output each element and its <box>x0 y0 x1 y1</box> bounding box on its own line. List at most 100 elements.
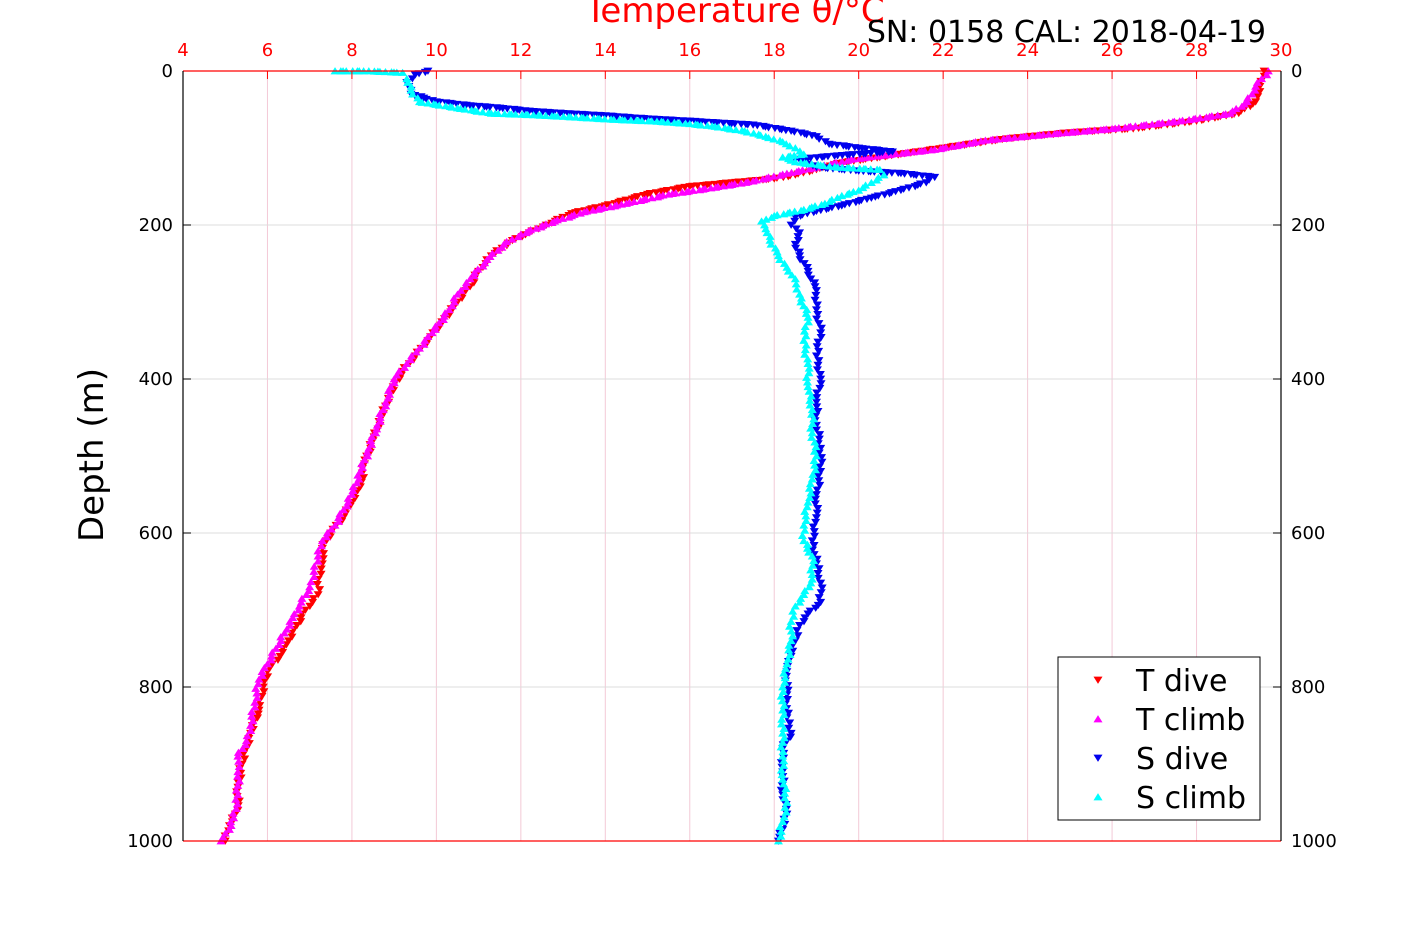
data-point <box>807 570 817 578</box>
data-point <box>816 329 826 337</box>
data-point <box>776 786 786 795</box>
data-point <box>897 149 907 157</box>
y-tick-label-right: 0 <box>1291 61 1302 82</box>
y-axis-label: Depth (m) <box>72 368 112 542</box>
data-point <box>816 334 826 342</box>
data-point <box>803 610 813 618</box>
data-point <box>800 345 810 354</box>
data-point <box>811 287 821 295</box>
data-point <box>1247 90 1257 98</box>
data-point <box>799 536 809 545</box>
data-point <box>816 444 826 453</box>
data-point <box>247 712 257 720</box>
data-point <box>783 655 793 663</box>
data-point <box>252 689 262 697</box>
data-point <box>976 137 986 145</box>
data-point <box>677 188 687 196</box>
data-point <box>807 429 817 437</box>
data-point <box>305 583 315 591</box>
data-point <box>725 125 735 133</box>
data-point <box>1164 118 1174 126</box>
data-point <box>812 301 822 309</box>
data-point <box>811 352 821 360</box>
data-point <box>811 442 821 451</box>
data-point <box>367 432 377 441</box>
data-point <box>825 197 835 205</box>
data-point <box>758 175 768 183</box>
data-point <box>485 103 495 112</box>
data-point <box>313 591 323 599</box>
data-point <box>786 221 796 229</box>
data-point <box>811 306 821 314</box>
data-markers <box>216 67 1273 845</box>
data-point <box>855 154 865 162</box>
data-point <box>802 263 812 272</box>
data-point <box>783 695 793 704</box>
data-point <box>696 121 706 129</box>
data-point <box>381 398 391 406</box>
chart-title: Temperature θ/°C <box>584 0 884 31</box>
data-point <box>651 189 661 197</box>
data-point <box>909 148 919 156</box>
data-point <box>806 424 816 432</box>
data-point <box>814 565 824 573</box>
data-point <box>663 118 673 126</box>
data-point <box>800 614 810 622</box>
x-tick-label: 6 <box>262 40 273 61</box>
data-point <box>797 531 807 539</box>
data-point <box>266 652 276 660</box>
data-point <box>812 509 822 517</box>
data-point <box>502 105 512 113</box>
x-tick-label: 30 <box>1270 40 1293 61</box>
data-point <box>497 243 507 251</box>
data-point <box>706 184 716 192</box>
data-point <box>809 456 819 464</box>
data-point <box>858 183 868 192</box>
data-point <box>575 209 585 217</box>
data-point <box>636 196 646 205</box>
data-point <box>802 378 812 386</box>
data-point <box>531 108 541 116</box>
data-point <box>266 656 276 664</box>
data-point <box>784 641 794 649</box>
data-point <box>319 550 329 558</box>
data-point <box>420 336 430 344</box>
data-point <box>449 294 459 302</box>
y-tick-label-right: 600 <box>1291 523 1325 544</box>
data-point <box>305 602 315 610</box>
data-point <box>792 627 802 635</box>
data-point <box>810 500 820 508</box>
data-point <box>814 477 824 485</box>
data-point <box>778 747 788 756</box>
data-point <box>438 315 448 323</box>
data-point <box>805 493 815 501</box>
data-point <box>803 359 813 367</box>
data-point <box>1184 115 1194 124</box>
data-point <box>279 629 289 637</box>
data-point <box>811 491 821 499</box>
data-point <box>626 116 636 124</box>
data-point <box>778 738 788 746</box>
data-point <box>809 528 819 536</box>
data-point <box>231 795 241 803</box>
data-point <box>493 246 503 254</box>
data-point <box>804 364 814 372</box>
data-point <box>817 584 827 592</box>
chart-subtitle: SN: 0158 CAL: 2018-04-19 <box>867 15 1266 50</box>
legend-label: T climb <box>1135 703 1245 738</box>
data-point <box>294 602 304 610</box>
data-point <box>790 275 800 283</box>
data-point <box>811 518 821 527</box>
data-point <box>767 213 777 221</box>
data-point <box>812 343 822 351</box>
data-point <box>808 470 818 478</box>
data-point <box>911 171 921 180</box>
data-point <box>786 729 796 738</box>
data-point <box>775 255 785 264</box>
data-point <box>460 105 470 113</box>
data-point <box>647 194 657 202</box>
x-tick-label: 12 <box>509 40 532 61</box>
data-point <box>1061 128 1071 137</box>
data-point <box>900 170 910 178</box>
